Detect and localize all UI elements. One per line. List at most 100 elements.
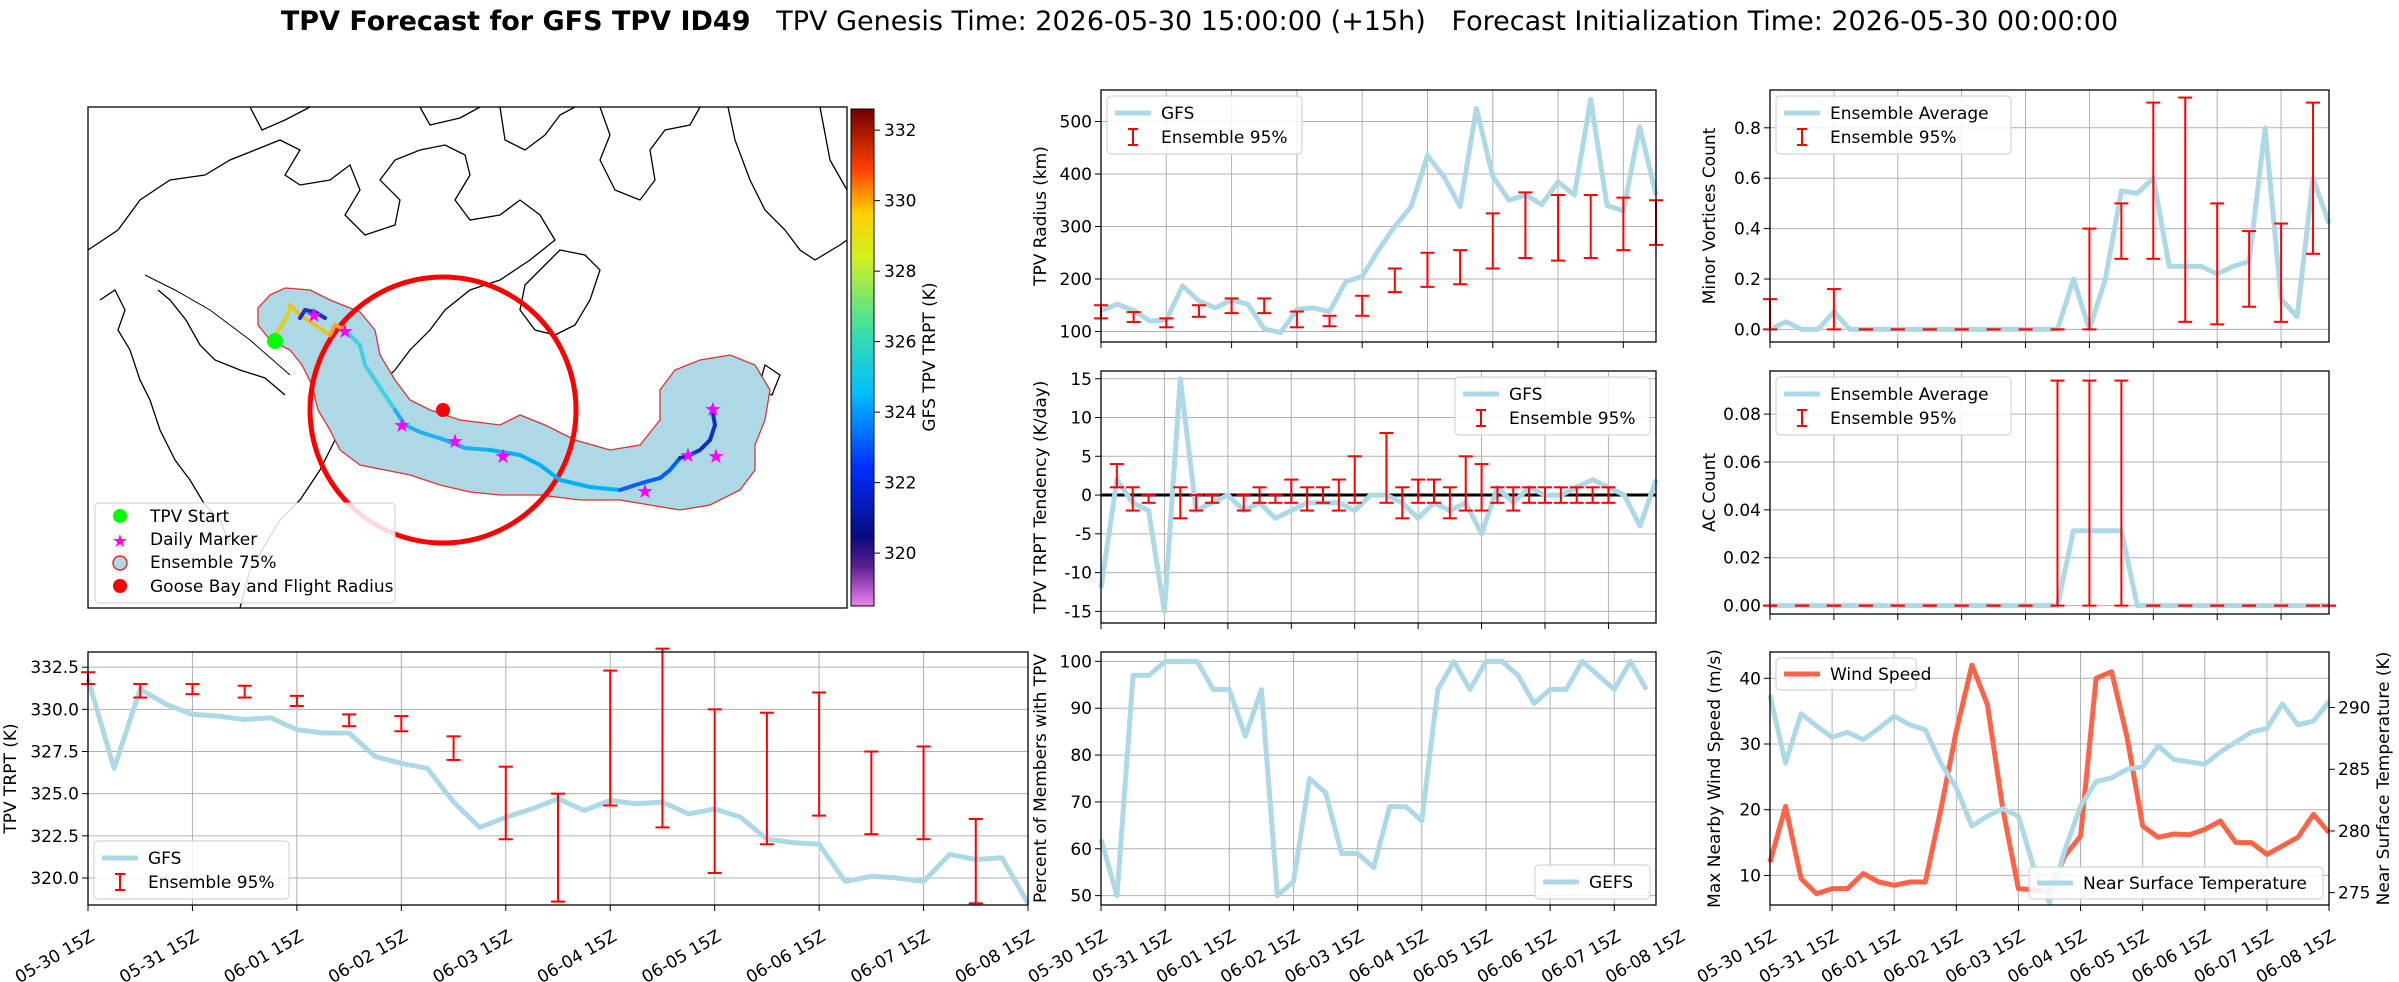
legend-daily-symbol: ★ xyxy=(112,531,128,552)
errorbar xyxy=(1518,191,1533,259)
y-tick-label: 327.5 xyxy=(30,743,79,763)
x-tick-label: 06-02 15Z xyxy=(325,926,411,982)
y-tick-label: 330.0 xyxy=(30,700,79,720)
errorbar xyxy=(2050,379,2065,607)
x-tick-label: 05-30 15Z xyxy=(12,926,98,982)
errorbar xyxy=(1458,455,1473,512)
errorbar xyxy=(551,792,565,903)
errorbar xyxy=(1126,311,1141,324)
colorbar-label: GFS TPV TRPT (K) xyxy=(920,282,940,431)
errorbar xyxy=(1205,494,1219,504)
errorbar xyxy=(1189,494,1204,512)
x-tick-label: 06-07 15Z xyxy=(847,926,933,982)
errorbar xyxy=(1173,486,1188,520)
legend: GFS Ensemble 95% xyxy=(1454,376,1651,436)
errorbar xyxy=(1252,486,1267,504)
errorbar xyxy=(603,669,618,807)
errorbar xyxy=(394,715,409,733)
svg-text:★: ★ xyxy=(336,319,354,343)
y-tick-label: 500 xyxy=(1060,113,1092,133)
flight-radius-circle xyxy=(307,274,579,546)
colorbar-tick-label: 322 xyxy=(884,474,916,494)
errorbar xyxy=(1331,478,1346,512)
errorbar xyxy=(1411,478,1426,504)
errorbar xyxy=(1141,494,1156,504)
y-right-tick-label: 280 xyxy=(2338,822,2370,842)
errorbar xyxy=(1442,486,1457,520)
y-tick-label: -5 xyxy=(1075,525,1092,545)
errorbar xyxy=(1224,297,1239,315)
x-tick-label: 06-06 15Z xyxy=(743,926,829,982)
errorbar xyxy=(1109,463,1124,489)
chart-trpt: 05-30 15Z 05-31 15Z 06-01 15Z 06-02 15Z 06-0… xyxy=(1,647,1038,982)
errorbar xyxy=(1300,486,1315,512)
y-tick-label: 80 xyxy=(1070,746,1092,766)
errorbar xyxy=(1316,486,1330,504)
errorbar xyxy=(2114,379,2129,607)
y-tick-label: 300 xyxy=(1060,218,1092,238)
errorbar xyxy=(1569,486,1584,504)
plot-area xyxy=(1770,652,2329,905)
legend-label: Ensemble 95% xyxy=(148,873,275,893)
errorbar xyxy=(916,745,931,841)
y-right-tick-label: 285 xyxy=(2338,760,2370,780)
errorbar xyxy=(1538,486,1552,504)
errorbar xyxy=(2210,202,2225,326)
errorbar xyxy=(1395,486,1410,520)
legend-box xyxy=(1775,95,2012,155)
y-tick-label: 0.2 xyxy=(1734,270,1761,290)
errorbar xyxy=(1125,486,1140,512)
errorbar xyxy=(1506,486,1521,512)
y-tick-label: 90 xyxy=(1070,699,1092,719)
daily-markers: ★ ★ ★ ★ ★ ★ ★ ★ ★ xyxy=(305,303,725,503)
legend-box xyxy=(1454,376,1651,436)
y-axis-label: Percent of Members with TPV xyxy=(1031,654,1051,903)
legend: Ensemble Average Ensemble 95% xyxy=(1775,95,2012,155)
y-tick-label: 60 xyxy=(1070,840,1092,860)
errorbar xyxy=(498,765,513,841)
chart-radius: 100 200 300 400 500 TPV Radius (km) GFS Ensembl… xyxy=(1031,89,1663,348)
legend-label: Ensemble Average xyxy=(1830,104,1989,124)
plot-frame xyxy=(1769,89,2330,343)
legend-label: GFS xyxy=(148,849,181,869)
y-tick-label: 325.0 xyxy=(30,785,79,805)
legend-ensemble-symbol xyxy=(112,555,128,571)
errorbar xyxy=(2178,96,2193,323)
y-tick-label: -15 xyxy=(1064,602,1092,622)
legend-box xyxy=(1775,376,2012,436)
y-axis-label-right: Near Surface Temperature (K) xyxy=(2374,652,2394,906)
y-tick-label: 5 xyxy=(1081,447,1092,467)
errorbar xyxy=(1387,267,1402,294)
errorbar xyxy=(1551,194,1566,262)
map-legend-start: TPV Start xyxy=(149,507,230,527)
colorbar-tick-label: 330 xyxy=(884,192,916,212)
errorbar xyxy=(1427,478,1441,504)
y-tick-label: 10 xyxy=(1070,409,1092,429)
svg-text:★: ★ xyxy=(636,479,654,503)
y-axis-label: Minor Vortices Count xyxy=(1700,127,1720,304)
legend: Wind Speed Near Surface Temperature xyxy=(1775,657,2324,900)
y-tick-label: 0.06 xyxy=(1723,453,1761,473)
y-tick-label: 0.04 xyxy=(1723,501,1761,521)
coastline xyxy=(819,107,847,191)
colorbar-tick-label: 324 xyxy=(884,403,916,423)
series-line xyxy=(1098,658,1649,899)
legend-label: Ensemble 95% xyxy=(1161,128,1288,148)
errorbar xyxy=(1601,486,1616,504)
y-right-tick-label: 290 xyxy=(2338,699,2370,719)
errorbar xyxy=(1355,294,1370,317)
plot-frame xyxy=(1100,89,1657,343)
y-tick-label: 0.6 xyxy=(1734,169,1761,189)
errorbar xyxy=(289,694,304,707)
errorbar xyxy=(864,750,879,836)
legend-goosebay-symbol xyxy=(113,579,127,593)
legend-box xyxy=(93,840,290,900)
coastline xyxy=(249,107,311,131)
y-tick-label: 0.8 xyxy=(1734,119,1761,139)
track-map: ★ ★ ★ ★ ★ ★ ★ ★ ★ ★ TPV Start Daily Mark… xyxy=(87,106,940,609)
errorbar xyxy=(1474,463,1489,512)
errorbar xyxy=(1322,314,1337,328)
errorbar xyxy=(655,647,670,829)
